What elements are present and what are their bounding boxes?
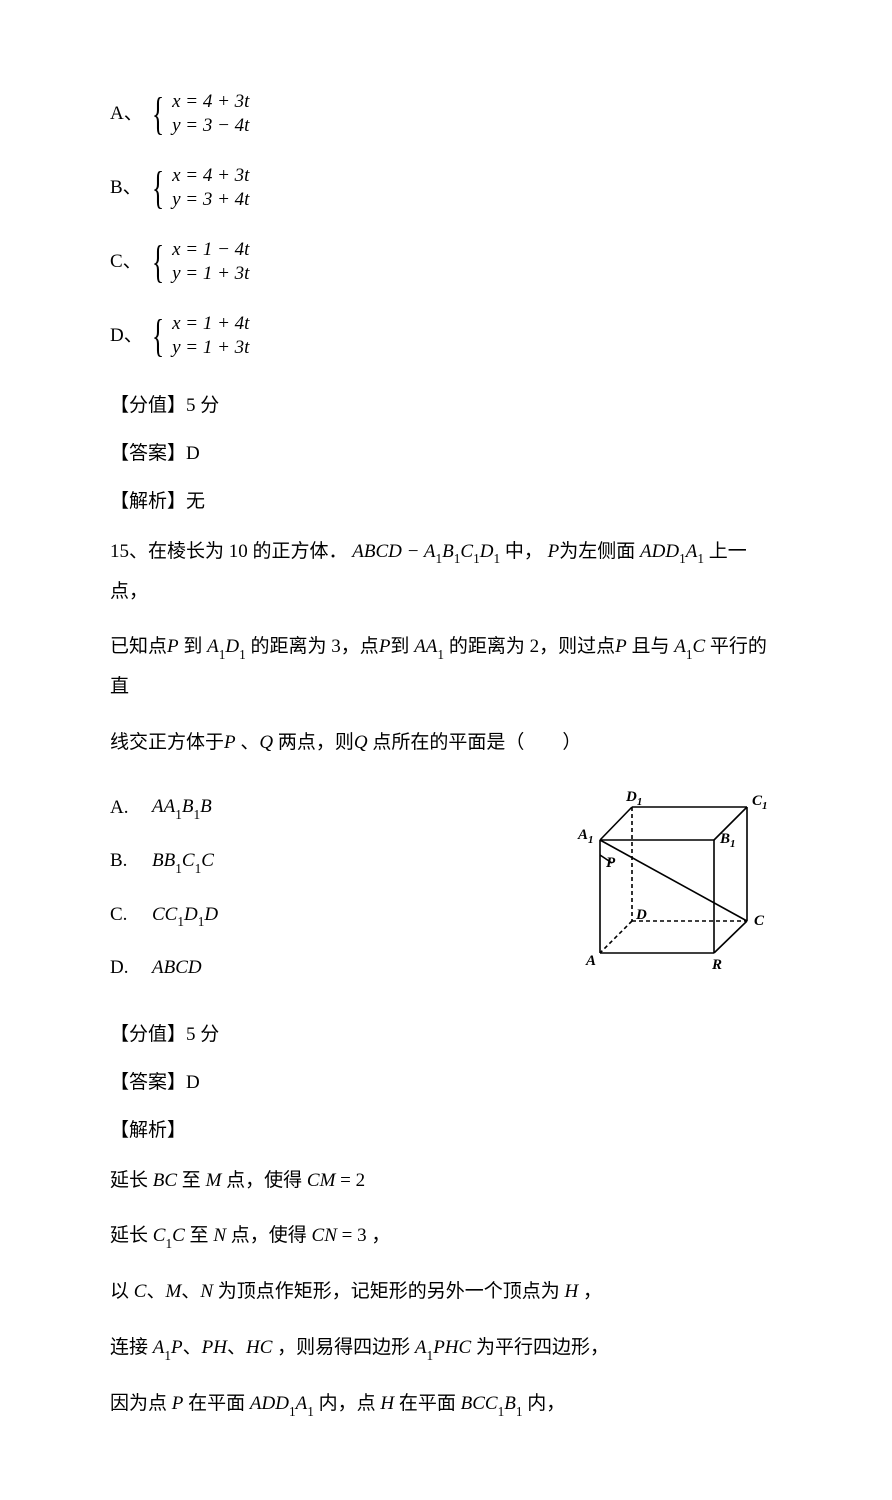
svg-text:D1: D1 — [625, 789, 642, 808]
q15-choice-a: A. AA1B1B — [110, 793, 572, 823]
q14-option-c: C、{x = 1 − 4ty = 1 + 3t — [110, 238, 782, 286]
svg-text:R: R — [711, 957, 722, 973]
solution-line-1: 延长 BC 至 M 点，使得 CM = 2 — [110, 1161, 782, 1201]
q15-stem-line1: 15、在棱长为 10 的正方体． ABCD − A1B1C1D1 中， P为左侧… — [110, 532, 782, 612]
svg-text:D: D — [635, 907, 647, 923]
solution-line-3: 以 C、M、N 为顶点作矩形，记矩形的另外一个顶点为 H ， — [110, 1272, 782, 1312]
svg-text:C: C — [754, 913, 765, 929]
solution-line-5: 因为点 P 在平面 ADD1A1 内，点 H 在平面 BCC1B1 内， — [110, 1384, 782, 1424]
analysis-15-label: 【解析】 — [110, 1111, 782, 1151]
q14-option-a: A、{x = 4 + 3ty = 3 − 4t — [110, 90, 782, 138]
q15-choice-d: D. ABCD — [110, 954, 572, 983]
q15-choice-c: C. CC1D1D — [110, 901, 572, 931]
option-label: C、 — [110, 248, 152, 277]
solution-line-2: 延长 C1C 至 N 点，使得 CN = 3 ， — [110, 1216, 782, 1256]
answer-15: 【答案】D — [110, 1063, 782, 1103]
q15-stem-line2: 已知点P 到 A1D1 的距离为 3，点P到 AA1 的距离为 2，则过点P 且… — [110, 627, 782, 707]
q14-option-d: D、{x = 1 + 4ty = 1 + 3t — [110, 312, 782, 360]
option-label: A、 — [110, 100, 152, 129]
svg-text:C1: C1 — [752, 793, 768, 812]
svg-text:P: P — [606, 855, 616, 871]
solution-line-4: 连接 A1P、PH、HC ，则易得四边形 A1PHC 为平行四边形， — [110, 1328, 782, 1368]
analysis-14: 【解析】无 — [110, 482, 782, 522]
svg-text:B1: B1 — [719, 831, 736, 850]
q15-choice-b: B. BB1C1C — [110, 847, 572, 877]
score-14: 【分值】5 分 — [110, 386, 782, 426]
cube-diagram: D1 C1 A1 B1 P D C A R — [572, 785, 782, 995]
q14-option-b: B、{x = 4 + 3ty = 3 + 4t — [110, 164, 782, 212]
option-label: D、 — [110, 322, 152, 351]
svg-text:A1: A1 — [577, 827, 594, 846]
svg-text:A: A — [585, 953, 596, 969]
answer-14: 【答案】D — [110, 434, 782, 474]
option-label: B、 — [110, 174, 152, 203]
q15-stem-line3: 线交正方体于P 、Q 两点，则Q 点所在的平面是（ ） — [110, 723, 782, 763]
score-15: 【分值】5 分 — [110, 1015, 782, 1055]
